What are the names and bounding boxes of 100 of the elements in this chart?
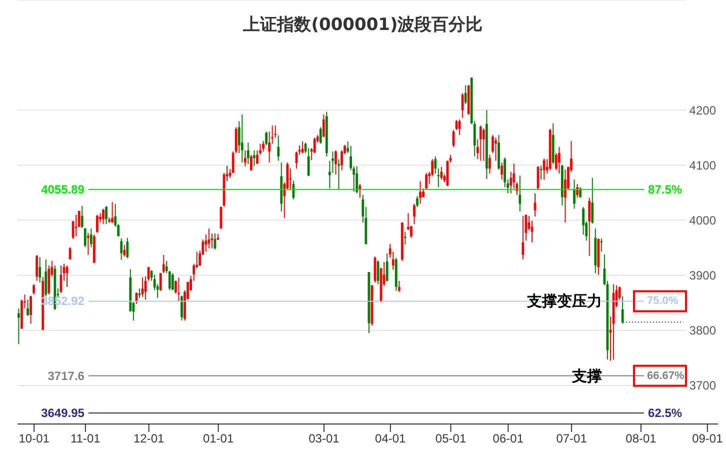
- candlestick: [246, 142, 250, 165]
- candlestick: [338, 158, 340, 190]
- candlestick: [434, 156, 437, 174]
- candlestick: [80, 205, 84, 228]
- candlestick: [398, 280, 400, 292]
- x-tick-label: 09-01: [692, 432, 724, 446]
- candlestick: [256, 150, 258, 165]
- candlestick: [234, 126, 238, 154]
- candlestick: [180, 295, 183, 321]
- candlestick: [416, 196, 418, 208]
- candlestick: [479, 125, 482, 162]
- candlestick: [425, 172, 428, 190]
- x-tick-label: 05-01: [435, 432, 466, 446]
- text: 上证指数(000001)波段百分比: [242, 14, 484, 36]
- candlestick: [542, 158, 546, 180]
- candlestick: [334, 150, 337, 176]
- x-tick-label: 12-01: [133, 432, 165, 446]
- candlestick: [90, 228, 92, 248]
- candlestick: [111, 202, 114, 223]
- candlestick: [404, 231, 406, 245]
- candlestick: [464, 84, 467, 105]
- candlestick: [500, 162, 504, 180]
- candlestick: [386, 252, 388, 282]
- x-tick-label: 04-01: [375, 432, 406, 446]
- y-tick-label: 3800: [689, 324, 716, 338]
- ref-line-label: 4055.89: [41, 182, 85, 196]
- y-tick-label: 3900: [689, 268, 716, 283]
- candlestick: [86, 232, 90, 256]
- candlestick: [392, 251, 394, 270]
- candlestick: [250, 154, 252, 172]
- candlestick: [332, 150, 334, 174]
- candlestick: [159, 272, 162, 292]
- y-tick-label: 4000: [689, 214, 716, 228]
- candlestick: [419, 180, 422, 204]
- x-tick-label: 08-01: [626, 432, 657, 446]
- candlestick: [210, 232, 214, 249]
- candlestick: [126, 237, 129, 259]
- annotation: 66.67%: [647, 370, 685, 382]
- candlestick: [319, 126, 322, 144]
- x-tick-label: 06-01: [492, 432, 524, 446]
- candlestick: [558, 146, 560, 174]
- y-tick-label: 4200: [689, 103, 716, 118]
- candlestick: [621, 296, 624, 324]
- x-tick-label: 10-01: [18, 432, 50, 446]
- candlestick: [120, 238, 123, 260]
- candlestick: [26, 299, 29, 317]
- candlestick: [44, 258, 48, 297]
- candlestick: [105, 205, 108, 225]
- candlestick: [102, 208, 104, 225]
- x-tick-label: 07-01: [556, 432, 588, 446]
- annotation: 62.5%: [648, 406, 682, 420]
- candlestick: [440, 166, 443, 180]
- ref-line-label: 3717.6: [48, 368, 85, 383]
- annotation: 87.5%: [648, 182, 682, 196]
- candlestick: [38, 256, 42, 283]
- candlestick: [488, 154, 491, 174]
- candlestick: [600, 238, 603, 252]
- candlestick: [84, 227, 86, 248]
- candlestick: [518, 175, 522, 212]
- candlestick: [322, 114, 325, 138]
- candlestick: [30, 295, 32, 324]
- candlestick: [307, 148, 310, 177]
- candlestick: [18, 308, 20, 345]
- annotation: 支撑: [571, 366, 602, 385]
- candlestick: [461, 92, 464, 118]
- x-tick-label: 01-01: [202, 432, 234, 446]
- candlestick: [540, 165, 542, 180]
- candlestick: [265, 131, 268, 146]
- candlestick: [74, 214, 78, 237]
- annotation: 支撑变压力: [526, 292, 602, 310]
- x-tick-label: 11-01: [70, 432, 101, 446]
- candlestick: [253, 150, 256, 166]
- candlestick: [576, 183, 578, 198]
- annotation: 75.0%: [647, 295, 678, 308]
- candlestick: [96, 214, 98, 234]
- candlestick: [573, 179, 576, 210]
- candlestick: [494, 137, 497, 162]
- x-tick-label: 03-01: [308, 432, 340, 446]
- ref-line-label: 3649.95: [41, 406, 85, 420]
- candlestick: [123, 244, 126, 258]
- candlestick: [591, 177, 594, 224]
- candlestick: [437, 168, 440, 188]
- candlestick: [36, 254, 38, 282]
- candlestick: [178, 277, 180, 302]
- candlestick: [482, 128, 485, 162]
- candlestick: [588, 197, 591, 257]
- candlestick: [277, 134, 280, 162]
- candlestick: [262, 140, 264, 152]
- candlestick: [289, 168, 292, 190]
- candlestick: [208, 228, 210, 249]
- candlestick: [522, 215, 524, 260]
- candlestick: [171, 272, 174, 291]
- y-tick-label: 3700: [689, 378, 716, 393]
- candlestick: [244, 150, 246, 167]
- y-tick-label: 4100: [689, 158, 716, 172]
- candlestick: [162, 254, 165, 274]
- candlestick: [32, 284, 35, 296]
- candlestick: [413, 203, 416, 225]
- candlestick: [564, 169, 566, 223]
- candlestick: [356, 166, 358, 194]
